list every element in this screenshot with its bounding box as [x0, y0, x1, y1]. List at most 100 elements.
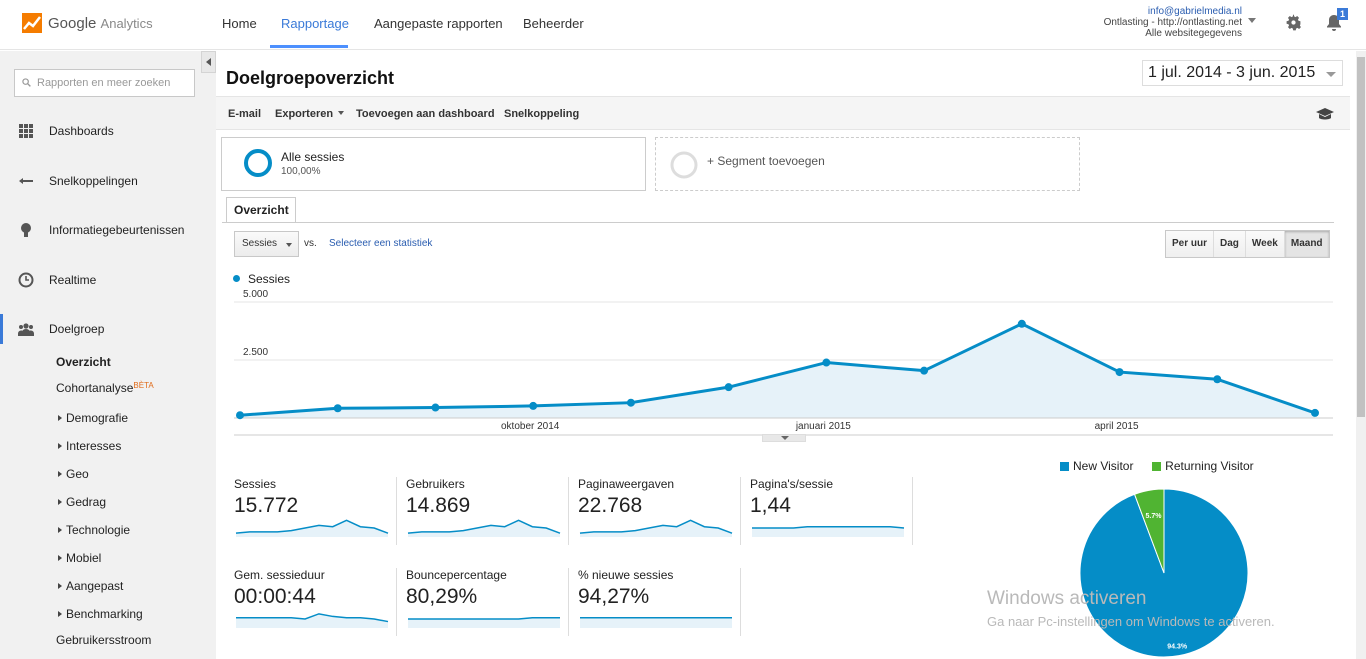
metric-tile[interactable]: Gebruikers 14.869 [406, 477, 566, 547]
sidebar-subitem-behavior[interactable]: Gedrag [58, 495, 106, 509]
sparkline-line [408, 616, 560, 620]
account-property: Ontlasting - http://ontlasting.net [1103, 17, 1242, 28]
chevron-down-icon [286, 243, 292, 247]
metric-tile[interactable]: Pagina's/sessie 1,44 [750, 477, 910, 547]
sidebar-item-intelligence[interactable]: Informatiegebeurtenissen [0, 215, 216, 245]
granularity-month-button[interactable]: Maand [1284, 231, 1329, 257]
sparkline [579, 519, 733, 537]
notification-badge: 1 [1337, 8, 1348, 20]
account-selector[interactable]: info@gabrielmedia.nl Ontlasting - http:/… [1103, 6, 1256, 39]
watermark-title: Windows activeren [987, 588, 1147, 609]
metric-label: Bouncepercentage [406, 568, 507, 582]
metric-divider [396, 568, 397, 636]
metric-value: 14.869 [406, 494, 471, 517]
metric-value: 80,29% [406, 585, 478, 608]
sparkline-area [580, 617, 732, 628]
chevron-right-icon [58, 527, 62, 533]
sidebar-item-audience[interactable]: Doelgroep [0, 314, 216, 344]
windows-activation-watermark: Windows activeren Ga naar Pc-instellinge… [987, 588, 1275, 629]
nav-reporting[interactable]: Rapportage [281, 16, 349, 31]
sidebar-subitem-mobile[interactable]: Mobiel [58, 551, 101, 565]
metric-label: Pagina's/sessie [750, 477, 834, 491]
chevron-right-icon [58, 583, 62, 589]
granularity-day-button[interactable]: Dag [1214, 231, 1246, 257]
chevron-right-icon [58, 555, 62, 561]
export-label: Exporteren [275, 108, 334, 120]
sidebar-item-dashboards[interactable]: Dashboards [0, 116, 216, 146]
tab-overview[interactable]: Overzicht [226, 197, 296, 223]
legend-swatch-new [1060, 462, 1069, 471]
metric-divider [568, 477, 569, 545]
metric-divider [396, 477, 397, 545]
sidebar-item-shortcuts[interactable]: Snelkoppelingen [0, 166, 216, 196]
sparkline-area [408, 617, 560, 628]
metric-tile[interactable]: Gem. sessieduur 00:00:44 [234, 568, 394, 638]
sidebar-subitem-custom[interactable]: Aangepast [58, 579, 123, 593]
report-toolbar: E-mail Exporteren Toevoegen aan dashboar… [216, 96, 1350, 130]
sidebar-subitem-benchmarking[interactable]: Benchmarking [58, 607, 143, 621]
beta-badge: BÈTA [133, 381, 154, 390]
active-nav-indicator [270, 45, 348, 48]
x-tick-label: oktober 2014 [501, 421, 560, 432]
date-range-picker[interactable]: 1 jul. 2014 - 3 jun. 2015 [1142, 60, 1343, 86]
metric-value: 22.768 [578, 494, 643, 517]
data-point [236, 411, 244, 420]
metric-tile[interactable]: Paginaweergaven 22.768 [578, 477, 738, 547]
subitem-label: Aangepast [66, 579, 124, 593]
metric-value: 15.772 [234, 494, 299, 517]
nav-custom-reports[interactable]: Aangepaste rapporten [374, 16, 503, 31]
subitem-label: Benchmarking [66, 607, 143, 621]
export-button[interactable]: Exporteren [275, 108, 345, 120]
sparkline [752, 525, 905, 537]
search-input[interactable]: Rapporten en meer zoeken [14, 69, 195, 97]
x-tick-label: april 2015 [1095, 421, 1139, 432]
gear-icon[interactable] [1285, 14, 1302, 31]
add-segment-button[interactable]: + Segment toevoegen [655, 137, 1080, 191]
metric-select-value: Sessies [242, 238, 278, 249]
data-point [333, 404, 342, 413]
sidebar-subitem-geo[interactable]: Geo [58, 467, 89, 481]
metric-value: 00:00:44 [234, 585, 316, 608]
metric-tile[interactable]: Bouncepercentage 80,29% [406, 568, 566, 638]
granularity-week-button[interactable]: Week [1245, 231, 1285, 257]
granularity-toggle: Per uur Dag Week Maand [1165, 230, 1330, 258]
metric-select[interactable]: Sessies [234, 231, 299, 257]
scrollbar-thumb[interactable] [1357, 57, 1365, 417]
data-point [1115, 368, 1124, 377]
subitem-label: Technologie [66, 523, 131, 537]
add-segment-label: + Segment toevoegen [707, 154, 825, 168]
sidebar-subitem-demographics[interactable]: Demografie [58, 411, 128, 425]
sidebar-subitem-technology[interactable]: Technologie [58, 523, 130, 537]
sidebar-subitem-interests[interactable]: Interesses [58, 439, 121, 453]
email-button[interactable]: E-mail [228, 108, 262, 120]
data-point [431, 403, 440, 412]
nav-home[interactable]: Home [222, 16, 257, 31]
collapse-sidebar-button[interactable] [201, 51, 216, 73]
shortcut-button[interactable]: Snelkoppeling [504, 108, 580, 120]
lightbulb-icon [21, 223, 31, 237]
data-point [822, 358, 831, 367]
select-metric-link[interactable]: Selecteer een statistiek [329, 238, 433, 249]
vertical-scrollbar[interactable] [1356, 51, 1366, 659]
metric-label: Sessies [234, 477, 277, 491]
sidebar-subitem-overview[interactable]: Overzicht [56, 355, 111, 369]
sidebar-item-label: Snelkoppelingen [49, 174, 138, 188]
sparkline-line [236, 613, 389, 623]
metric-tile[interactable]: Sessies 15.772 [234, 477, 394, 547]
sparkline-line [579, 519, 733, 534]
nav-admin[interactable]: Beheerder [523, 16, 584, 31]
google-analytics-logo[interactable]: Google Analytics [22, 10, 153, 36]
sidebar-subitem-cohort[interactable]: CohortanalyseBÈTA [56, 381, 154, 395]
sidebar-item-realtime[interactable]: Realtime [0, 265, 216, 295]
segment-all-sessions[interactable]: Alle sessies 100,00% [221, 137, 646, 191]
chart-resize-handle[interactable] [762, 434, 806, 442]
segment-percentage: 100,00% [281, 166, 321, 177]
metric-tile[interactable]: % nieuwe sessies 94,27% [578, 568, 738, 638]
graduation-cap-icon[interactable] [1315, 107, 1335, 121]
sparkline [580, 616, 732, 628]
add-to-dashboard-button[interactable]: Toevoegen aan dashboard [356, 108, 495, 120]
metric-label: Gem. sessieduur [234, 568, 325, 582]
sidebar-subitem-userflow[interactable]: Gebruikersstroom [56, 633, 152, 647]
granularity-hourly-button[interactable]: Per uur [1166, 231, 1215, 257]
subitem-label: Geo [66, 467, 89, 481]
